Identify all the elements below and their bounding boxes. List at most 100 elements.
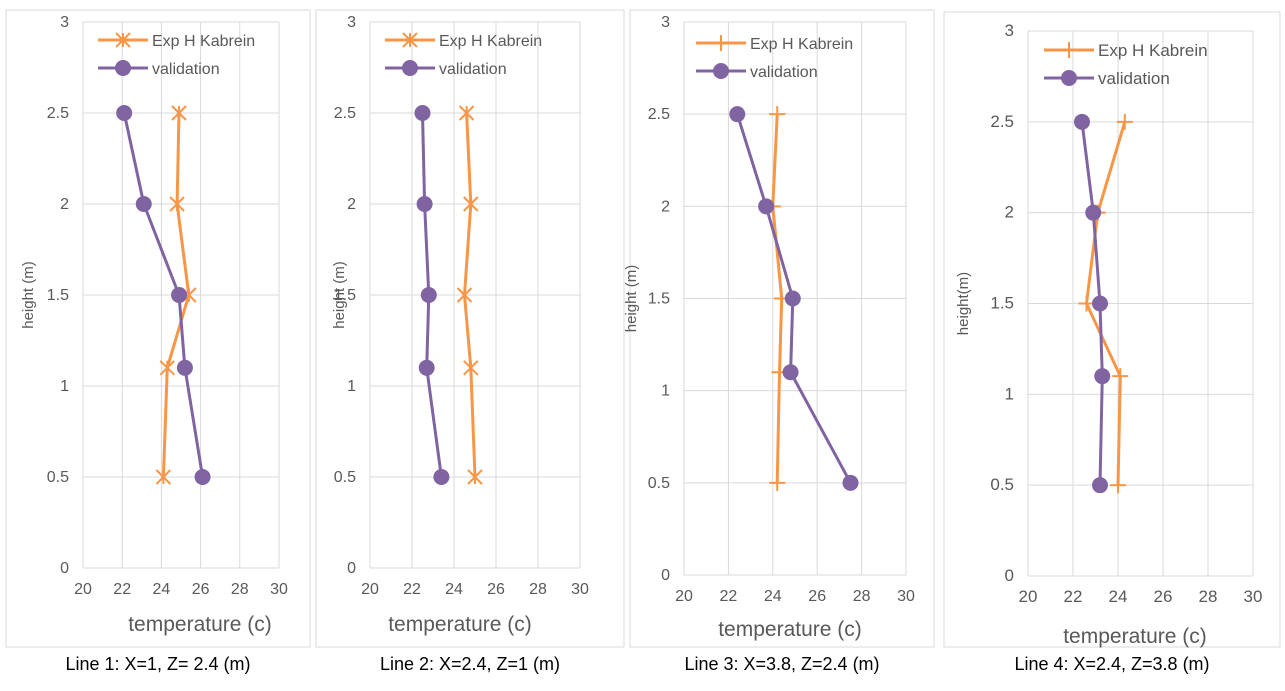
y-tick-label: 3 — [60, 14, 69, 31]
data-point — [769, 106, 786, 123]
legend-marker — [1061, 70, 1077, 86]
data-point — [169, 196, 185, 212]
chart-caption-4: Line 4: X=2.4, Z=3.8 (m) — [1014, 654, 1210, 674]
x-tick-label: 22 — [1064, 587, 1083, 606]
x-axis-label: temperature (c) — [718, 618, 862, 641]
x-tick-label: 22 — [720, 588, 738, 605]
y-tick-label: 2.5 — [990, 112, 1014, 131]
series-exp-h-kabrein — [456, 105, 483, 485]
data-point — [467, 469, 483, 485]
chart-border — [5, 9, 311, 648]
y-tick-label: 2.5 — [47, 105, 69, 122]
y-tick-label: 1 — [60, 378, 69, 395]
legend: Exp H Kabrein validation — [696, 35, 853, 81]
y-tick-label: 0 — [661, 567, 670, 584]
data-point — [171, 287, 188, 303]
data-point — [782, 364, 799, 381]
y-tick-label: 0 — [1005, 566, 1014, 585]
chart-caption-1: Line 1: X=1, Z= 2.4 (m) — [65, 654, 251, 674]
chart-panel-1: 20 22 24 26 28 30 0 0.5 1 1.5 2 2.5 3 temperature (c)… — [5, 9, 311, 648]
data-point — [456, 287, 473, 303]
data-point — [416, 196, 433, 212]
chart-panel-4: 20 22 24 26 28 30 0 0.5 1 1.5 2 2.5 3 temperature (c)… — [943, 11, 1281, 648]
legend: Exp H Kabrein validation — [1044, 41, 1208, 88]
x-tick-label: 20 — [1019, 587, 1038, 606]
chart-caption-2: Line 2: X=2.4, Z=1 (m) — [379, 654, 561, 674]
y-tick-label: 0.5 — [990, 475, 1014, 494]
y-tick-label: 0.5 — [47, 469, 69, 486]
legend-label: Exp H Kabrein — [439, 33, 542, 50]
data-point — [418, 359, 435, 376]
y-axis-label: height (m) — [623, 265, 640, 333]
data-point — [463, 360, 479, 376]
data-point — [135, 196, 152, 212]
y-tick-label: 0.5 — [334, 469, 356, 486]
legend-label: validation — [152, 61, 220, 78]
series-validation — [414, 105, 450, 485]
data-point — [176, 359, 193, 376]
x-tick-label: 26 — [487, 581, 505, 598]
x-axis-label: temperature (c) — [388, 613, 532, 636]
legend-label: validation — [1098, 69, 1170, 88]
y-tick-label: 1.5 — [47, 287, 69, 304]
data-point — [1074, 113, 1090, 130]
chart-panel-2: 20 22 24 26 28 30 0 0.5 1 1.5 2 2.5 3 temperature (c)… — [315, 9, 625, 648]
data-point — [1078, 295, 1095, 312]
data-point — [1110, 477, 1126, 494]
legend-label: Exp H Kabrein — [1098, 41, 1208, 60]
y-tick-label: 1.5 — [334, 287, 356, 304]
x-tick-label: 28 — [231, 581, 249, 598]
legend-label: validation — [750, 64, 818, 81]
x-tick-label: 26 — [808, 588, 826, 605]
x-tick-label: 24 — [764, 588, 782, 605]
x-tick-label: 28 — [1199, 587, 1218, 606]
x-tick-label: 30 — [1244, 587, 1263, 606]
y-tick-label: 2.5 — [648, 106, 670, 123]
data-point — [842, 474, 859, 491]
data-point — [729, 106, 746, 123]
legend-label: validation — [439, 61, 507, 78]
legend-marker — [713, 35, 729, 51]
y-tick-label: 1 — [1005, 384, 1014, 403]
y-axis-label: height (m) — [20, 261, 37, 329]
y-tick-label: 3 — [661, 14, 670, 31]
data-point — [758, 198, 775, 215]
data-point — [1092, 477, 1108, 494]
y-tick-label: 2 — [1005, 203, 1014, 222]
x-tick-label: 24 — [445, 581, 463, 598]
y-tick-label: 3 — [347, 14, 356, 31]
series-validation — [116, 105, 211, 485]
chart-caption-3: Line 3: X=3.8, Z=2.4 (m) — [684, 654, 880, 674]
legend-marker — [1061, 42, 1077, 58]
data-point — [458, 105, 475, 121]
data-point — [463, 196, 479, 212]
data-point — [159, 360, 175, 376]
x-tick-label: 26 — [1154, 587, 1173, 606]
data-point — [1116, 113, 1133, 130]
legend: Exp H Kabrein validation — [385, 32, 542, 78]
chart-border — [315, 9, 625, 648]
series-validation — [729, 106, 859, 491]
x-tick-label: 28 — [529, 581, 547, 598]
legend-label: Exp H Kabrein — [152, 33, 255, 50]
data-point — [116, 105, 133, 121]
y-tick-label: 1 — [347, 378, 356, 395]
y-tick-label: 2 — [661, 198, 670, 215]
legend-marker — [402, 60, 418, 76]
x-tick-label: 30 — [270, 581, 288, 598]
x-tick-label: 20 — [74, 581, 92, 598]
data-point — [769, 474, 786, 491]
data-point — [433, 469, 450, 485]
x-tick-label: 30 — [571, 581, 589, 598]
legend: Exp H Kabrein validation — [98, 32, 255, 78]
x-tick-label: 20 — [361, 581, 379, 598]
chart-border — [943, 11, 1281, 648]
chart-panel-3: 20 22 24 26 28 30 0 0.5 1 1.5 2 2.5 3 temperature (c)… — [623, 9, 935, 648]
legend-marker — [115, 32, 131, 48]
series-exp-h-kabrein — [1078, 113, 1133, 494]
x-tick-label: 30 — [897, 588, 915, 605]
legend-label: Exp H Kabrein — [750, 36, 853, 53]
y-tick-label: 0.5 — [648, 475, 670, 492]
